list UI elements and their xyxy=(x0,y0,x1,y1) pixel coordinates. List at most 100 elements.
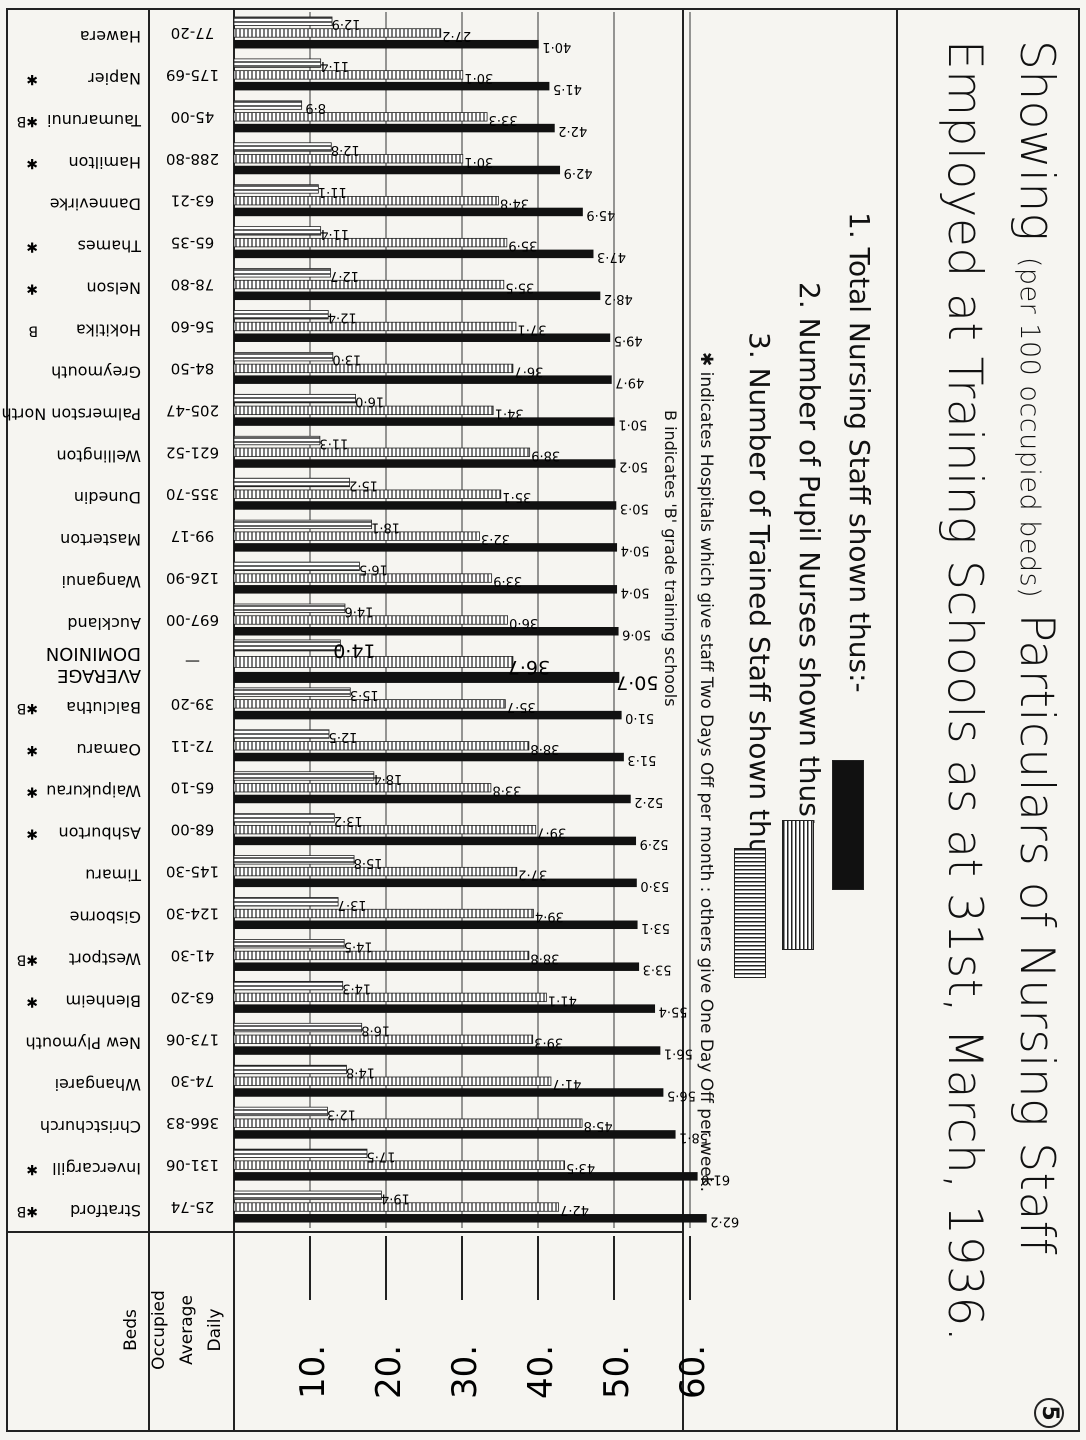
label-pupil: 37·2 xyxy=(518,867,547,882)
bar-trained xyxy=(233,1106,328,1117)
hospital-name: Blenheim xyxy=(66,991,141,1010)
bar-pupil xyxy=(233,1160,565,1170)
bar-trained xyxy=(233,100,303,110)
hospital-group: 51·0 35·7 15·3 39-20 Balclutha ✱B xyxy=(17,687,654,725)
beds-value: 173-06 xyxy=(166,1030,219,1048)
bar-total xyxy=(234,1214,707,1223)
bar-total xyxy=(234,627,619,636)
label-total: 53·1 xyxy=(641,920,670,935)
bar-total xyxy=(233,165,561,175)
bar-trained xyxy=(233,897,339,907)
hospital-group: 42·9 30·1 12·8 288-80 Hamilton ✱ xyxy=(26,142,592,180)
hospital-group: 40·1 27·2 12·9 77-20 Hawera xyxy=(80,16,571,54)
bar-pupil xyxy=(233,825,537,835)
label-pupil: 41·7 xyxy=(552,1076,581,1091)
bar-total xyxy=(234,752,624,762)
tick-label: 60. xyxy=(673,1345,713,1399)
label-pupil: 37·1 xyxy=(517,321,546,336)
label-total: 52·2 xyxy=(634,794,663,809)
hospital-group: 50·6 36·0 14·6 697-00 Auckland xyxy=(67,603,651,641)
bar-total xyxy=(234,794,631,804)
label-trained: 14·3 xyxy=(342,981,371,996)
bar-pupil xyxy=(233,908,534,919)
label-trained: 11·4 xyxy=(320,226,349,241)
hospital-name: Dunedin xyxy=(74,488,141,507)
hospital-name: Ashburton xyxy=(59,824,142,843)
hospital-name: Christchurch xyxy=(40,1117,141,1136)
beds-value: 74-30 xyxy=(171,1072,215,1090)
label-pupil: 38·8 xyxy=(530,741,559,756)
hospital-group: 53·1 39·4 13·7 124-30 Gisborne xyxy=(70,897,670,935)
label-pupil: 30·1 xyxy=(464,154,493,169)
hospital-group: 49·5 37·1 12·4 56-60 Hokitika B xyxy=(28,310,642,348)
bar-total xyxy=(234,710,622,720)
hospital-name: Napier xyxy=(88,69,141,88)
bar-trained xyxy=(233,477,350,488)
beds-value: 175-69 xyxy=(166,66,219,84)
bar-pupil xyxy=(233,741,530,751)
label-pupil: 45·8 xyxy=(584,1118,613,1133)
hospital-group: 52·2 33·8 18·4 65-10 Waipukurau ✱ xyxy=(26,771,663,809)
beds-value: 65-35 xyxy=(171,234,215,252)
hospital-group: 50·4 32·3 18·1 99-17 Masterton xyxy=(60,519,649,557)
bar-total xyxy=(233,123,555,133)
label-total: 49·7 xyxy=(615,375,644,390)
hospital-group: 50·3 35·1 15·2 355-70 Dunedin xyxy=(74,477,649,515)
beds-value: 41-30 xyxy=(171,946,215,964)
beds-header-word: Beds xyxy=(121,1309,141,1351)
label-pupil: 36·7 xyxy=(514,363,543,378)
label-pupil: 36·7 xyxy=(508,656,550,678)
bar-pupil xyxy=(233,70,464,80)
hospital-mark: ✱ xyxy=(26,784,38,800)
beds-value: 126-90 xyxy=(166,569,219,587)
label-total: 53·0 xyxy=(640,878,669,893)
label-total: 50·4 xyxy=(621,542,650,557)
bar-trained xyxy=(233,393,356,404)
label-total: 50·6 xyxy=(622,626,651,641)
hospital-group: 52·9 39·7 13·2 68-00 Ashburton ✱ xyxy=(26,813,668,851)
hospital-group: 53·3 38·8 14·5 41-30 Westport ✱B xyxy=(17,939,672,977)
bar-trained xyxy=(233,939,345,949)
bar-total xyxy=(234,585,618,594)
label-trained: 12·5 xyxy=(329,729,358,744)
hospital-name: Oamaru xyxy=(76,740,141,759)
beds-value: — xyxy=(185,653,200,671)
bar-pupil xyxy=(233,656,514,668)
hospital-name: Taumarunui xyxy=(47,111,142,130)
hospital-group: 62·2 42·7 19·4 25-74 Stratford ✱B xyxy=(17,1190,740,1228)
bar-trained xyxy=(233,561,360,571)
tick-label: 10. xyxy=(293,1345,333,1399)
label-total: 56·1 xyxy=(664,1046,693,1061)
label-pupil: 39·3 xyxy=(534,1034,563,1049)
hospital-mark: ✱ xyxy=(26,155,38,171)
hospital-name: Masterton xyxy=(60,530,141,549)
bar-total xyxy=(234,333,611,342)
bar-pupil xyxy=(233,405,494,415)
label-pupil: 38·9 xyxy=(531,447,560,462)
beds-value: 45-00 xyxy=(171,108,215,126)
label-trained: 13·0 xyxy=(332,352,361,367)
beds-header-word: Occupied xyxy=(149,1290,169,1370)
beds-value: 72-11 xyxy=(171,737,215,755)
bar-total xyxy=(234,375,612,384)
label-pupil: 43·5 xyxy=(566,1160,595,1175)
label-total: 61·0 xyxy=(701,1171,730,1186)
label-pupil: 33·3 xyxy=(489,112,518,127)
hospital-name: New Plymouth xyxy=(26,1033,141,1052)
beds-value: 205-47 xyxy=(166,401,219,419)
bar-total xyxy=(234,671,620,683)
beds-value: 63-20 xyxy=(171,988,215,1006)
label-total: 50·2 xyxy=(619,459,648,474)
label-trained: 8·9 xyxy=(305,100,326,115)
label-trained: 18·1 xyxy=(371,519,400,534)
hospital-group: 50·4 33·9 16·5 126-90 Wanganui xyxy=(62,561,650,599)
label-trained: 13·2 xyxy=(334,813,363,828)
hospital-mark: ✱ xyxy=(26,1161,38,1177)
hospital-mark: ✱ xyxy=(26,742,38,758)
bar-trained xyxy=(233,1190,382,1200)
bar-total xyxy=(234,39,539,49)
hospital-name: Hawera xyxy=(80,27,141,46)
label-pupil: 41·1 xyxy=(548,992,577,1007)
bar-trained xyxy=(233,813,335,823)
